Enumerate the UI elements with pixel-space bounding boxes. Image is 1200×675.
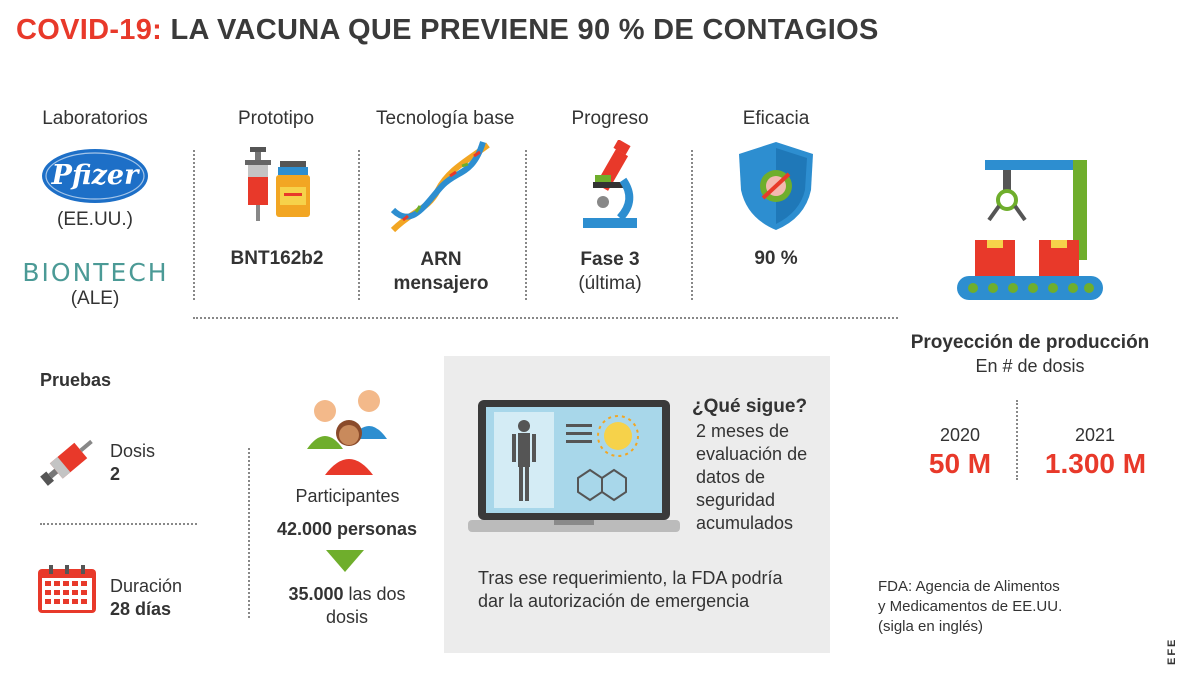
progress-heading: Progreso bbox=[571, 108, 649, 129]
efficacy-heading: Eficacia bbox=[742, 108, 810, 129]
both-doses-block: 35.000 las dos dosis bbox=[262, 583, 432, 629]
divider bbox=[1016, 400, 1018, 480]
laptop-icon bbox=[468, 398, 680, 538]
duration-label: Duración bbox=[110, 576, 183, 596]
production-heading: Proyección de producción bbox=[910, 332, 1150, 353]
separator bbox=[40, 523, 197, 525]
next-line: seguridad bbox=[696, 490, 776, 510]
doses-label: Dosis bbox=[110, 441, 156, 461]
page-title: COVID-19: LA VACUNA QUE PREVIENE 90 % DE… bbox=[16, 14, 879, 47]
fda-text-line2: dar la autorización de emergencia bbox=[478, 591, 750, 611]
next-steps-lines: 2 meses de evaluación de datos de seguri… bbox=[696, 420, 807, 535]
syringe-icon bbox=[35, 432, 100, 492]
fda-text-line1: Tras ese requerimiento, la FDA podría bbox=[478, 568, 783, 588]
next-line: evaluación de bbox=[696, 444, 808, 464]
footnote-line1: FDA: Agencia de Alimentos bbox=[878, 578, 1060, 595]
progress-value-line1: Fase 3 bbox=[580, 249, 640, 270]
next-line: acumulados bbox=[696, 513, 794, 533]
both-doses-text-2: dosis bbox=[325, 607, 369, 627]
divider bbox=[525, 150, 527, 300]
footnote: FDA: Agencia de Alimentos y Medicamentos… bbox=[878, 577, 1062, 637]
labs-heading: Laboratorios bbox=[42, 108, 148, 129]
participants-label: Participantes bbox=[295, 486, 400, 506]
both-doses-text: las dos bbox=[348, 584, 406, 604]
duration-block: Duración 28 días bbox=[110, 575, 182, 621]
participants-value: 42.000 personas bbox=[276, 519, 418, 539]
title-prefix: COVID-19: bbox=[16, 14, 163, 46]
divider bbox=[358, 150, 360, 300]
down-arrow-icon bbox=[326, 550, 364, 574]
production-year-2021: 2021 bbox=[1074, 425, 1116, 445]
progress-value: Fase 3 (última) bbox=[560, 248, 660, 296]
production-subheading: En # de dosis bbox=[975, 356, 1085, 376]
pfizer-logo: Pfizer bbox=[40, 147, 150, 205]
pfizer-logo-text: Pfizer bbox=[51, 160, 139, 191]
lab2-country: (ALE) bbox=[70, 288, 120, 309]
biontech-logo: BIONTECH bbox=[22, 258, 169, 287]
shield-icon bbox=[735, 140, 817, 232]
prototype-value: BNT162b2 bbox=[230, 248, 324, 269]
dna-icon bbox=[388, 140, 493, 235]
tech-value-line2: mensajero bbox=[393, 273, 489, 294]
doses-value: 2 bbox=[110, 464, 121, 484]
fda-text: Tras ese requerimiento, la FDA podría da… bbox=[478, 567, 782, 613]
title-rest: LA VACUNA QUE PREVIENE 90 % DE CONTAGIOS bbox=[170, 14, 879, 46]
separator bbox=[193, 317, 898, 319]
footnote-line3: (sigla en inglés) bbox=[878, 618, 984, 635]
production-year-2020: 2020 bbox=[939, 425, 981, 445]
next-heading: ¿Qué sigue? bbox=[692, 396, 808, 417]
microscope-icon bbox=[575, 139, 645, 232]
divider bbox=[691, 150, 693, 300]
progress-value-line2: (última) bbox=[578, 273, 642, 294]
divider bbox=[193, 150, 195, 300]
prototype-heading: Prototipo bbox=[237, 108, 315, 129]
production-value-2020: 50 M bbox=[928, 448, 992, 479]
duration-value: 28 días bbox=[110, 599, 172, 619]
lab1-country: (EE.UU.) bbox=[57, 209, 133, 230]
footnote-line2: y Medicamentos de EE.UU. bbox=[878, 598, 1063, 615]
tests-heading: Pruebas bbox=[40, 370, 112, 390]
divider bbox=[248, 448, 250, 618]
doses-block: Dosis 2 bbox=[110, 440, 155, 486]
tech-value-line1: ARN bbox=[420, 249, 462, 270]
production-value-2021: 1.300 M bbox=[1044, 448, 1147, 479]
syringe-vial-icon bbox=[240, 145, 315, 225]
next-line: datos de bbox=[696, 467, 766, 487]
tech-value: ARN mensajero bbox=[376, 248, 506, 296]
tech-heading: Tecnología base bbox=[376, 108, 515, 129]
both-doses-count: 35.000 bbox=[288, 584, 344, 604]
production-machine-icon bbox=[955, 158, 1105, 303]
credit-label: EFE bbox=[1166, 637, 1178, 665]
calendar-icon bbox=[37, 564, 97, 614]
next-line: 2 meses de bbox=[696, 421, 790, 441]
participants-icon bbox=[303, 383, 393, 475]
efficacy-value: 90 % bbox=[754, 248, 798, 269]
